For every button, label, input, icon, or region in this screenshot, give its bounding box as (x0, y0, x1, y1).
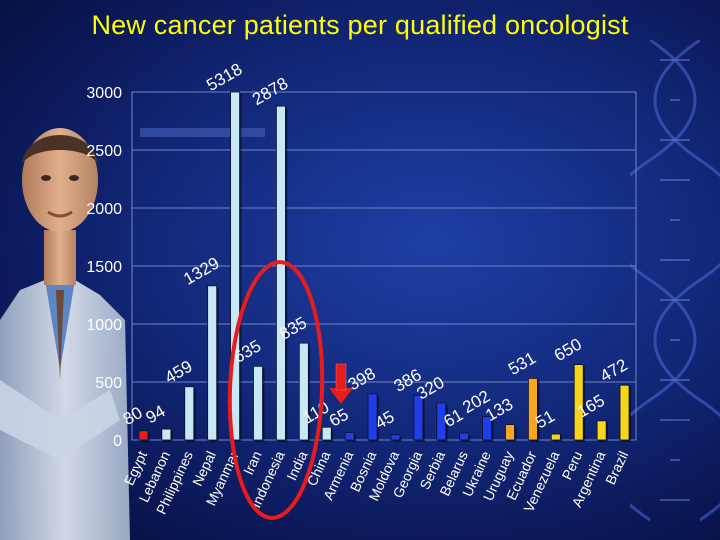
bar-china (321, 426, 332, 441)
bar-egypt (138, 430, 149, 441)
bar-belarus (459, 432, 470, 441)
y-tick-label: 2000 (86, 201, 122, 218)
bar-venezuela (550, 433, 561, 441)
y-tick-label: 2500 (86, 143, 122, 160)
bar-uruguay (505, 424, 515, 441)
y-tick-label: 1500 (86, 259, 122, 276)
bar-brazil (619, 384, 630, 441)
bar-peru (573, 364, 584, 441)
bar-georgia (413, 394, 424, 441)
data-label: 1329 (180, 253, 222, 288)
y-tick-label: 500 (95, 375, 122, 392)
bar-argentina (596, 420, 607, 441)
y-tick-label: 1000 (86, 317, 122, 334)
y-tick-label: 3000 (86, 85, 122, 102)
bar-lebanon (161, 428, 172, 441)
data-label: 650 (551, 335, 585, 366)
data-label: 459 (161, 357, 195, 388)
data-label: 2878 (249, 74, 291, 109)
bar-philippines (184, 386, 195, 441)
bar-ukraine (482, 416, 492, 441)
bar-ecuador (528, 378, 538, 441)
bar-myanmar (230, 91, 240, 441)
data-label: 80 (120, 403, 146, 429)
bar-moldova (390, 434, 401, 441)
plot-overlay-band (140, 128, 265, 137)
page-title: New cancer patients per qualified oncolo… (91, 10, 629, 40)
down-arrow-icon (329, 363, 353, 404)
data-label: 94 (143, 401, 169, 427)
x-tick-label-brazil: Brazil (602, 449, 631, 487)
y-axis-ticks: 0 500 1000 1500 2000 2500 3000 (86, 85, 122, 450)
bar-indonesia (276, 105, 286, 441)
bars (138, 91, 632, 442)
x-axis-ticks: EgyptLebanonPhilippinesNepalMyanmarIranI… (121, 448, 632, 516)
data-labels: 8094459132953186352878835110653984538632… (120, 60, 631, 433)
bar-iran (253, 365, 263, 441)
highlight-ellipse (227, 260, 325, 520)
bar-bosnia (367, 393, 378, 441)
bar-nepal (207, 285, 218, 441)
data-label: 531 (505, 348, 539, 379)
doctor-photo (0, 128, 130, 540)
bar-serbia (436, 402, 447, 441)
dna-helix-decoration (630, 40, 720, 522)
bar-armenia (344, 432, 355, 441)
y-tick-label: 0 (113, 433, 122, 450)
data-label: 65 (326, 405, 352, 431)
bar-india (298, 342, 309, 441)
data-label: 5318 (203, 60, 245, 95)
data-label: 472 (597, 355, 631, 386)
